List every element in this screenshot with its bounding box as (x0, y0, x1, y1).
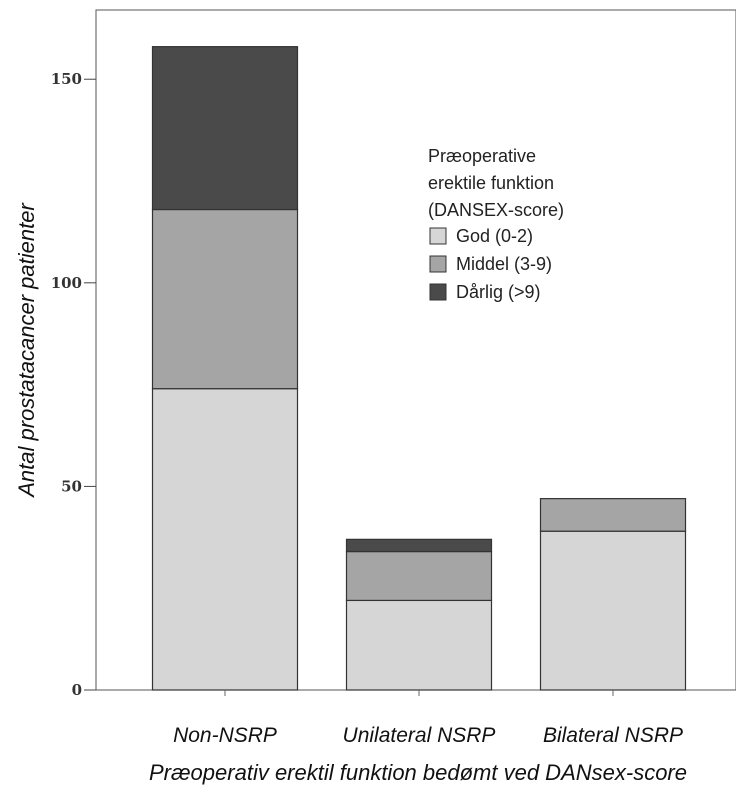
bars (151, 46, 687, 691)
legend-label-0: God (0-2) (456, 226, 533, 246)
x-axis: Non-NSRP Unilateral NSRP Bilateral NSRP (173, 690, 683, 747)
bar-segment-1-1 (345, 550, 493, 602)
bar-segment-2-1 (539, 498, 687, 532)
x-tick-label-1: Unilateral NSRP (343, 724, 496, 747)
legend-swatch-1 (429, 255, 447, 273)
legend-title-line-3: (DANSEX-score) (428, 200, 564, 220)
y-tick-label-150: 150 (51, 70, 82, 88)
x-axis-title: Præoperativ erektil funktion bedømt ved … (149, 760, 687, 785)
bar-segment-2-0 (539, 530, 687, 691)
bar-segment-1-2 (345, 538, 493, 553)
y-tick-label-100: 100 (51, 274, 82, 292)
y-axis-title: Antal prostatacancer patienter (14, 202, 39, 499)
bar-segment-0-1 (151, 208, 299, 390)
y-axis: 0 50 100 150 (51, 70, 96, 699)
legend-label-1: Middel (3-9) (456, 254, 552, 274)
bar-segment-0-2 (151, 46, 299, 211)
x-tick-label-0: Non-NSRP (173, 724, 277, 747)
legend-swatch-0 (429, 227, 447, 245)
y-tick-label-50: 50 (61, 477, 82, 495)
bar-segment-0-0 (151, 388, 299, 691)
legend-title-line-1: Præoperative (428, 146, 536, 166)
legend-title-line-2: erektile funktion (428, 173, 554, 193)
x-tick-label-2: Bilateral NSRP (543, 724, 683, 747)
bar-segment-1-0 (345, 599, 493, 691)
y-tick-label-0: 0 (72, 681, 82, 699)
legend-items: God (0-2) Middel (3-9) Dårlig (>9) (429, 226, 552, 302)
legend-swatch-2 (429, 283, 447, 301)
legend: Præoperative erektile funktion (DANSEX-s… (428, 146, 564, 302)
legend-label-2: Dårlig (>9) (456, 282, 541, 302)
